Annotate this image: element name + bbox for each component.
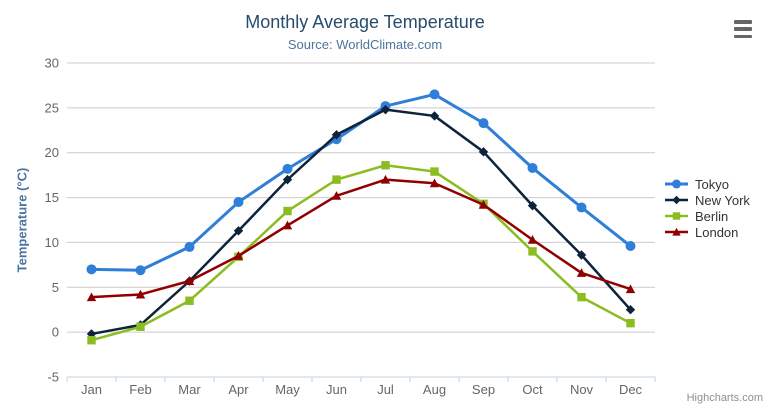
london-point-oct[interactable] (527, 235, 538, 244)
berlin-point-aug[interactable] (430, 167, 439, 176)
berlin-point-may[interactable] (283, 206, 292, 216)
legend: Tokyo New York Berlin London (664, 176, 750, 240)
berlin-point-dec[interactable] (626, 318, 635, 328)
x-tick-label: Mar (178, 382, 201, 397)
tokyo-point-nov[interactable] (576, 202, 587, 213)
london-point-dec[interactable] (625, 284, 636, 294)
x-tick-label: Jan (81, 382, 102, 397)
tokyo-point-sep[interactable] (478, 118, 489, 129)
london-point-sep[interactable] (478, 200, 489, 209)
berlin-point-jul[interactable] (381, 161, 390, 170)
hamburger-icon (734, 27, 752, 31)
legend-item-tokyo[interactable]: Tokyo (664, 176, 750, 192)
x-tick-label: Apr (228, 382, 249, 397)
new-york-point-apr[interactable] (233, 226, 244, 236)
y-tick-label: 30 (45, 56, 59, 71)
series-line-london[interactable] (90, 178, 632, 299)
hamburger-icon (734, 20, 752, 24)
tokyo-point-oct[interactable] (527, 162, 538, 173)
new-york-point-oct[interactable] (527, 200, 538, 211)
x-tick-label: Oct (522, 382, 543, 397)
new-york-point-jun[interactable] (331, 130, 342, 140)
x-tick-label: May (275, 382, 300, 397)
series-line-tokyo[interactable] (90, 92, 632, 272)
new-york-point-may[interactable] (282, 174, 293, 185)
series-line-berlin[interactable] (90, 164, 632, 342)
hamburger-icon (734, 34, 752, 38)
legend-item-new-york[interactable]: New York (664, 192, 750, 208)
tokyo-point-jan[interactable] (86, 264, 97, 275)
new-york-point-jul[interactable] (380, 104, 391, 115)
legend-label: Berlin (695, 208, 729, 224)
tokyo-point-may[interactable] (282, 163, 293, 174)
y-tick-label: -5 (47, 370, 59, 385)
berlin-point-jan[interactable] (87, 336, 96, 345)
legend-label: Tokyo (695, 176, 729, 192)
new-york-legend-marker-icon (665, 195, 688, 205)
legend-label: New York (695, 192, 750, 208)
london-point-aug[interactable] (429, 178, 440, 188)
y-tick-label: 5 (52, 280, 59, 295)
new-york-point-aug[interactable] (429, 111, 440, 121)
y-tick-label: 10 (45, 235, 59, 250)
berlin-legend-marker-icon (665, 212, 688, 220)
tokyo-point-feb[interactable] (135, 265, 146, 276)
y-tick-label: 25 (45, 100, 59, 115)
london-point-may[interactable] (282, 220, 293, 230)
london-point-jun[interactable] (331, 191, 342, 200)
context-menu-button[interactable] (734, 20, 754, 38)
y-tick-label: 20 (45, 145, 59, 160)
berlin-point-jun[interactable] (332, 175, 341, 184)
x-tick-label: Dec (619, 382, 643, 397)
tokyo-point-mar[interactable] (184, 241, 195, 252)
new-york-point-sep[interactable] (478, 147, 489, 157)
x-tick-label: Jun (326, 382, 347, 397)
berlin-point-nov[interactable] (577, 292, 586, 302)
london-point-nov[interactable] (576, 268, 587, 277)
new-york-point-dec[interactable] (625, 305, 636, 315)
london-point-jul[interactable] (380, 174, 391, 184)
credits-link[interactable]: Highcharts.com (686, 392, 763, 404)
london-point-apr[interactable] (233, 251, 244, 260)
tokyo-point-aug[interactable] (429, 89, 440, 100)
tokyo-legend-marker-icon (665, 179, 688, 189)
tokyo-point-dec[interactable] (625, 241, 636, 252)
berlin-point-mar[interactable] (185, 296, 194, 305)
tokyo-point-apr[interactable] (233, 197, 244, 208)
y-tick-label: 15 (45, 190, 59, 205)
berlin-point-feb[interactable] (136, 322, 145, 331)
y-tick-label: 0 (52, 325, 59, 340)
london-point-feb[interactable] (135, 289, 146, 299)
legend-item-berlin[interactable]: Berlin (664, 208, 750, 224)
chart-subtitle: Source: WorldClimate.com (287, 37, 443, 52)
new-york-point-nov[interactable] (576, 250, 587, 260)
x-tick-label: Nov (570, 382, 594, 397)
x-tick-label: Aug (423, 382, 446, 397)
legend-item-london[interactable]: London (664, 224, 750, 240)
series-line-new-york[interactable] (90, 108, 632, 336)
london-legend-marker-icon (665, 227, 688, 236)
x-tick-label: Sep (472, 382, 495, 397)
x-tick-label: Feb (129, 382, 151, 397)
london-point-mar[interactable] (184, 276, 195, 286)
london-point-jan[interactable] (86, 292, 97, 302)
berlin-point-oct[interactable] (528, 247, 537, 256)
legend-label: London (695, 224, 739, 240)
x-tick-label: Jul (377, 382, 394, 397)
chart-title: Monthly Average Temperature (245, 12, 485, 32)
